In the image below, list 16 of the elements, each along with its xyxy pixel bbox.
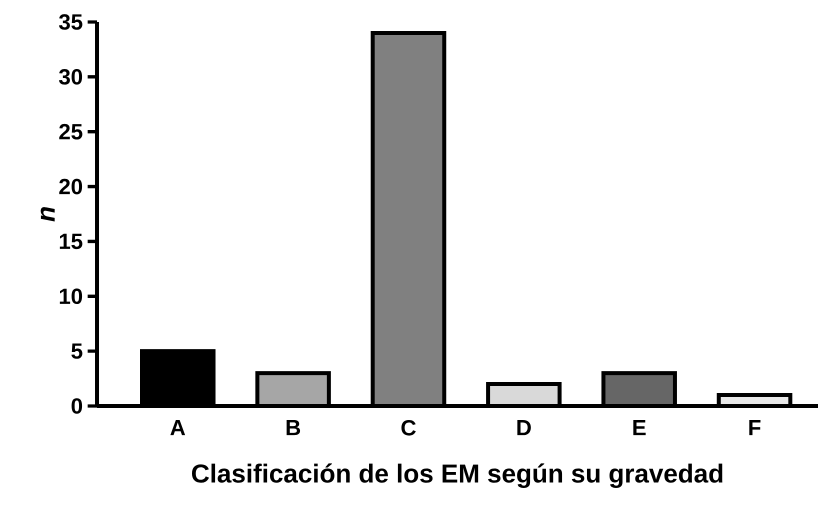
x-tick-label: D xyxy=(517,420,531,436)
y-tick-label: 10 xyxy=(60,288,82,304)
y-tick-label: 25 xyxy=(59,124,82,140)
x-tick-label: C xyxy=(401,420,416,436)
y-tick-label: 20 xyxy=(59,178,82,194)
x-axis-title: Clasificación de los EM según su gravedad xyxy=(192,463,722,488)
x-tick-label: B xyxy=(286,420,300,436)
y-tick-label: 5 xyxy=(71,343,82,359)
x-tick-label: A xyxy=(170,420,186,436)
y-tick-label: 0 xyxy=(72,398,82,414)
y-tick-label: 35 xyxy=(58,14,82,30)
y-tick-label: 30 xyxy=(58,69,82,85)
y-axis-title: n xyxy=(40,207,55,222)
x-tick-label: E xyxy=(633,420,646,436)
y-tick-label: 15 xyxy=(60,234,82,250)
x-tick-label: F xyxy=(749,420,760,436)
